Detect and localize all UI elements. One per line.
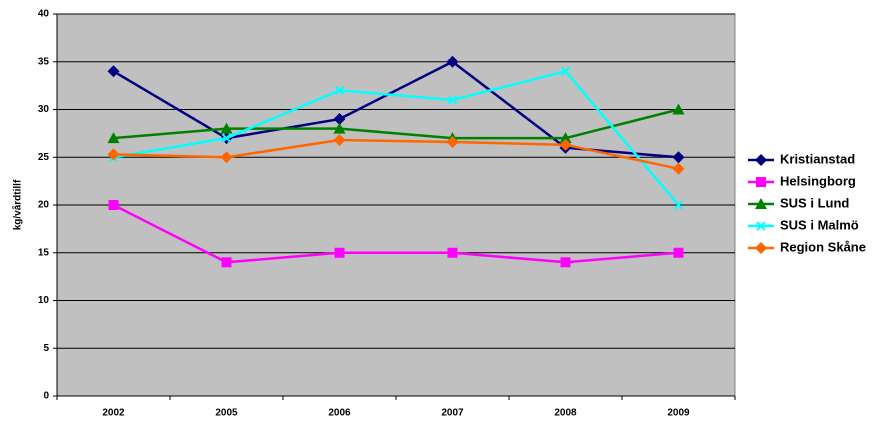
marker: [446, 135, 459, 148]
y-tick-label: 35: [38, 56, 50, 67]
marker: [672, 103, 685, 115]
marker: [221, 257, 232, 268]
legend-label: Kristianstad: [780, 151, 855, 166]
series-line: [113, 108, 679, 140]
marker: [673, 200, 684, 210]
series-line: [113, 138, 679, 170]
x-tick-label: 2006: [328, 408, 351, 419]
y-tick-label: 5: [43, 343, 49, 354]
marker: [756, 221, 766, 231]
marker: [672, 151, 685, 164]
y-tick-label: 10: [38, 295, 50, 306]
marker: [107, 132, 120, 144]
marker: [446, 55, 459, 68]
marker: [333, 134, 346, 147]
legend-label: SUS i Lund: [780, 195, 849, 210]
y-tick-label: 0: [43, 391, 49, 402]
legend-label: Helsingborg: [780, 173, 856, 188]
y-axis-label: kg/vårdtillf: [12, 179, 24, 230]
marker: [559, 132, 572, 144]
marker: [755, 198, 767, 209]
x-tick-label: 2008: [554, 408, 577, 419]
legend-label: SUS i Malmö: [780, 217, 859, 232]
marker: [447, 247, 458, 258]
y-tick-label: 40: [38, 9, 50, 20]
x-tick-label: 2009: [667, 408, 690, 419]
marker: [673, 247, 684, 258]
marker: [672, 162, 685, 175]
marker: [756, 177, 766, 187]
marker: [334, 247, 345, 258]
series-line: [112, 203, 679, 264]
marker: [333, 113, 346, 126]
y-tick-label: 25: [38, 152, 50, 163]
series-line: [113, 69, 680, 206]
marker: [560, 66, 571, 77]
marker: [107, 65, 120, 78]
marker: [755, 154, 767, 166]
marker: [221, 133, 232, 143]
marker: [559, 138, 572, 151]
y-tick-label: 30: [38, 104, 50, 115]
y-tick-label: 15: [38, 247, 50, 258]
marker: [108, 200, 119, 210]
marker: [755, 242, 767, 254]
marker: [107, 148, 120, 161]
legend-label: Region Skåne: [780, 239, 866, 254]
marker: [334, 85, 345, 96]
marker: [220, 122, 233, 134]
marker: [333, 122, 346, 134]
x-tick-label: 2007: [441, 408, 464, 419]
x-tick-label: 2005: [215, 408, 238, 419]
y-tick-label: 20: [38, 200, 50, 211]
x-tick-label: 2002: [102, 408, 125, 419]
marker: [220, 151, 233, 164]
marker: [447, 95, 458, 105]
marker: [560, 257, 571, 268]
